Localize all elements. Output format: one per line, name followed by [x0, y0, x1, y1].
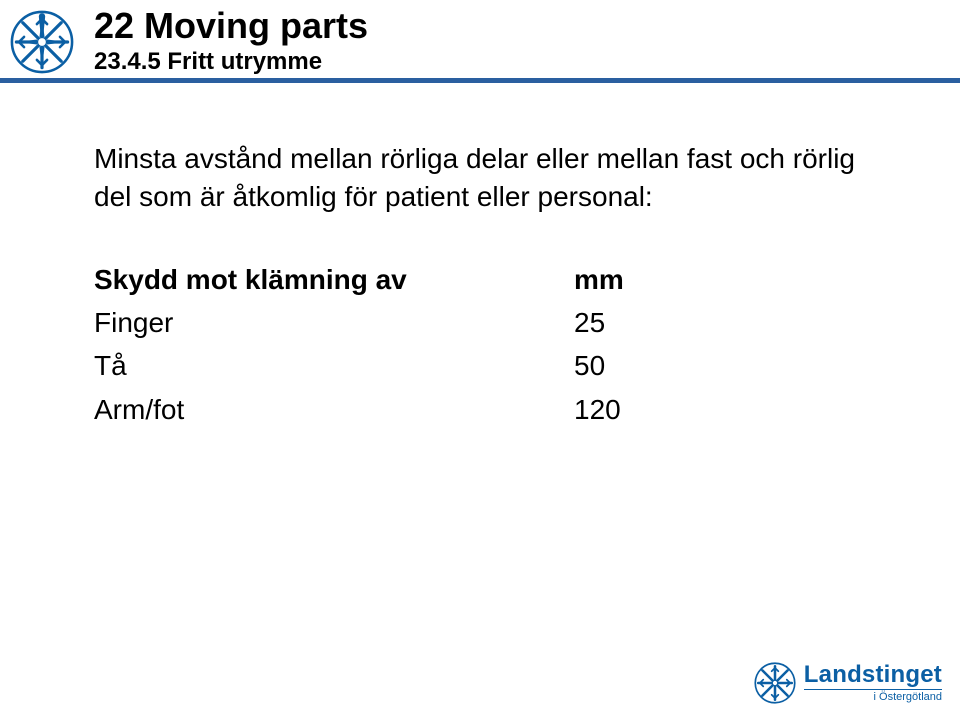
title-block: 22 Moving parts 23.4.5 Fritt utrymme	[94, 6, 368, 76]
table-header-label: Skydd mot klämning av	[94, 258, 574, 301]
content-area: Minsta avstånd mellan rörliga delar elle…	[94, 140, 900, 431]
table-cell-label: Tå	[94, 344, 574, 387]
clearance-table: Skydd mot klämning av mm Finger 25 Tå 50…	[94, 258, 900, 432]
table-cell-value: 25	[574, 301, 694, 344]
table-cell-label: Arm/fot	[94, 388, 574, 431]
logo-top	[10, 10, 74, 74]
body-paragraph: Minsta avstånd mellan rörliga delar elle…	[94, 140, 900, 216]
footer-logo: Landstinget i Östergötland	[754, 662, 942, 704]
table-row: Arm/fot 120	[94, 388, 900, 431]
slide-subtitle: 23.4.5 Fritt utrymme	[94, 48, 368, 76]
table-header-value: mm	[574, 258, 694, 301]
table-cell-value: 120	[574, 388, 694, 431]
table-row: Finger 25	[94, 301, 900, 344]
table-row: Tå 50	[94, 344, 900, 387]
footer-sub: i Östergötland	[804, 689, 942, 703]
footer-brand: Landstinget	[804, 663, 942, 687]
slide: 22 Moving parts 23.4.5 Fritt utrymme Min…	[0, 0, 960, 720]
footer-text: Landstinget i Östergötland	[804, 663, 942, 703]
header-band	[0, 78, 960, 83]
slide-title: 22 Moving parts	[94, 6, 368, 46]
snowflake-icon	[754, 662, 796, 704]
snowflake-icon	[10, 10, 74, 74]
table-header-row: Skydd mot klämning av mm	[94, 258, 900, 301]
table-cell-label: Finger	[94, 301, 574, 344]
table-cell-value: 50	[574, 344, 694, 387]
